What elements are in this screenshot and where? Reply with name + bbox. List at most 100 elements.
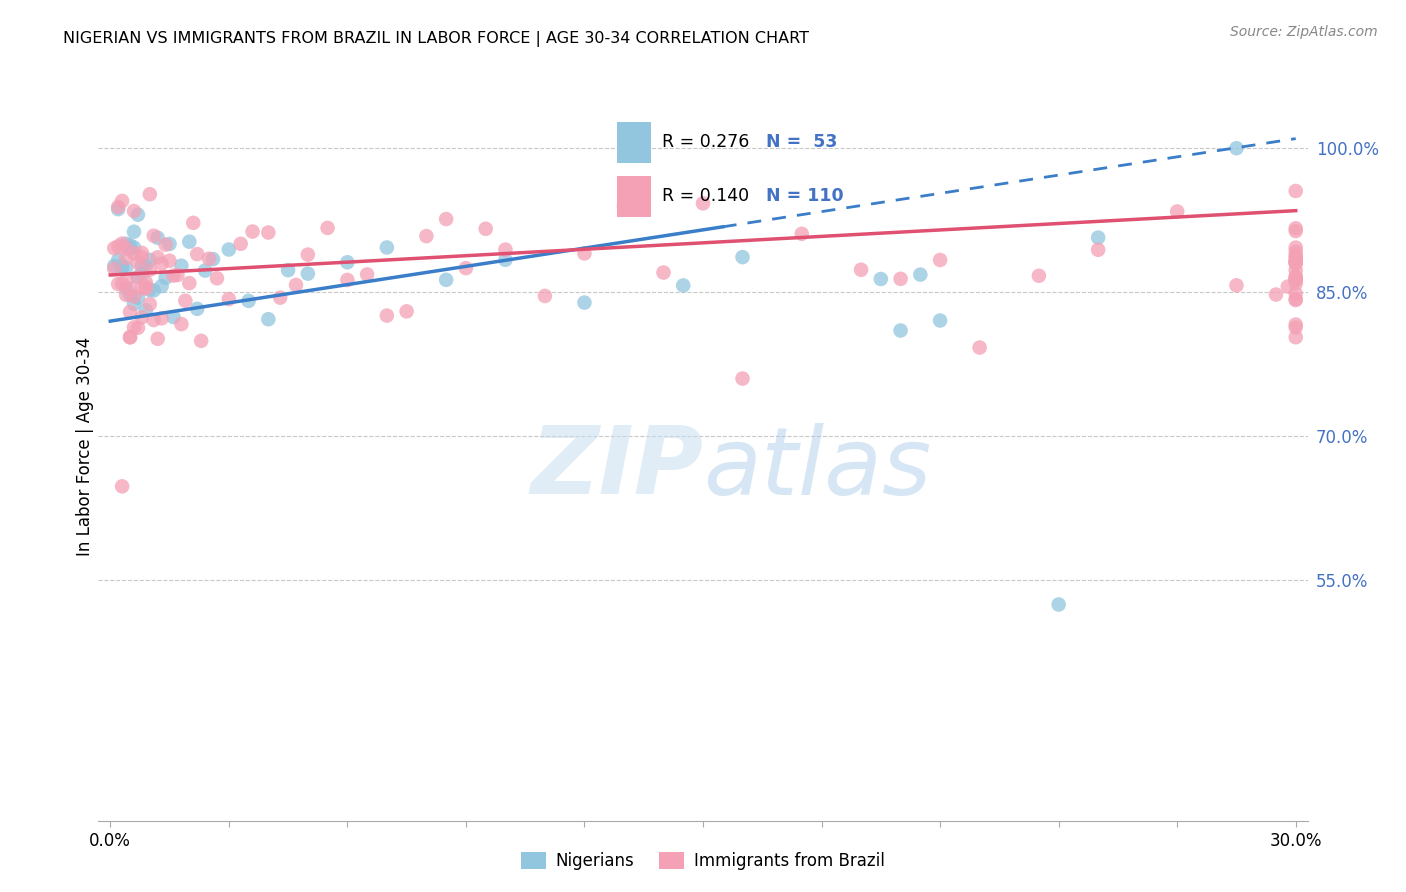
Point <box>534 289 557 303</box>
Point <box>107 202 129 216</box>
Point <box>1285 270 1308 285</box>
Point <box>118 282 141 296</box>
Point <box>1265 287 1288 301</box>
Point <box>297 267 319 281</box>
Point <box>1087 230 1109 244</box>
Point <box>174 293 197 308</box>
Point <box>454 261 477 276</box>
Point <box>131 310 153 325</box>
Text: atlas: atlas <box>703 423 931 514</box>
Point <box>162 310 184 324</box>
Point <box>186 247 208 261</box>
Point <box>150 311 173 326</box>
Point <box>1285 256 1308 270</box>
Point <box>1285 254 1308 268</box>
Point <box>1028 268 1050 283</box>
Point <box>1225 278 1247 293</box>
Point <box>118 238 141 252</box>
Text: ZIP: ZIP <box>530 423 703 515</box>
Point <box>103 261 125 276</box>
Point <box>929 313 952 327</box>
Point <box>111 261 134 276</box>
Point <box>672 278 695 293</box>
Point <box>692 196 714 211</box>
Text: Source: ZipAtlas.com: Source: ZipAtlas.com <box>1230 25 1378 39</box>
Point <box>131 246 153 260</box>
Point <box>186 301 208 316</box>
Point <box>194 263 217 277</box>
Point <box>107 277 129 291</box>
Point <box>127 269 149 284</box>
Point <box>375 240 398 254</box>
Point <box>849 262 872 277</box>
Point <box>155 271 177 285</box>
Point <box>146 332 169 346</box>
Point <box>1285 277 1308 291</box>
Point <box>179 235 201 249</box>
Point <box>1285 250 1308 264</box>
Point <box>218 243 240 257</box>
Point <box>181 216 204 230</box>
Point <box>118 330 141 344</box>
Point <box>118 288 141 302</box>
Point <box>170 317 193 331</box>
Point <box>122 297 145 311</box>
Point <box>198 252 221 266</box>
Text: NIGERIAN VS IMMIGRANTS FROM BRAZIL IN LABOR FORCE | AGE 30-34 CORRELATION CHART: NIGERIAN VS IMMIGRANTS FROM BRAZIL IN LA… <box>63 31 810 47</box>
Point <box>142 313 165 327</box>
Point <box>139 252 162 267</box>
Point <box>118 330 141 344</box>
Point <box>150 257 173 271</box>
Point <box>142 228 165 243</box>
Point <box>1225 141 1247 155</box>
Point <box>115 241 138 255</box>
Point <box>115 236 138 251</box>
Point <box>285 277 308 292</box>
Point <box>131 250 153 264</box>
Point <box>146 231 169 245</box>
Point <box>1285 293 1308 307</box>
Point <box>1166 204 1188 219</box>
Point <box>1285 254 1308 268</box>
Point <box>1285 224 1308 238</box>
Point <box>135 279 157 293</box>
Point <box>131 267 153 281</box>
Point <box>1285 320 1308 334</box>
Point <box>122 240 145 254</box>
Point <box>122 320 145 334</box>
Point <box>159 253 181 268</box>
Point <box>122 289 145 303</box>
Point <box>205 271 228 285</box>
Point <box>115 251 138 265</box>
Point <box>1285 241 1308 255</box>
Point <box>1285 252 1308 267</box>
Point <box>1285 221 1308 235</box>
Point <box>356 268 378 282</box>
Point <box>890 324 912 338</box>
Point <box>613 199 636 213</box>
Point <box>1277 279 1299 293</box>
Point <box>574 295 596 310</box>
Point <box>1285 269 1308 284</box>
Point <box>1285 256 1308 270</box>
Point <box>1285 272 1308 286</box>
Point <box>257 226 280 240</box>
Point <box>1285 273 1308 287</box>
Point <box>202 252 225 267</box>
Point <box>1285 244 1308 259</box>
Point <box>107 239 129 253</box>
Point <box>122 204 145 219</box>
Point <box>103 241 125 255</box>
Point <box>139 187 162 202</box>
Point <box>869 272 891 286</box>
Point <box>155 237 177 252</box>
Point <box>277 263 299 277</box>
Point <box>238 293 260 308</box>
Point <box>150 279 173 293</box>
Point <box>170 259 193 273</box>
Point <box>103 259 125 273</box>
Point <box>166 268 188 282</box>
Point <box>1047 598 1070 612</box>
Point <box>297 247 319 261</box>
Point <box>1285 249 1308 263</box>
